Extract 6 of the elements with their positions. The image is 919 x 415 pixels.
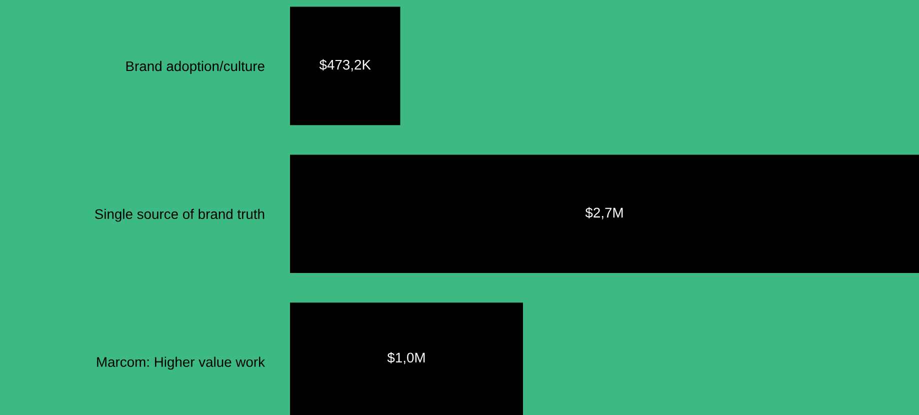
data-label: $2,7M: [585, 207, 623, 220]
data-label: $473,2K: [319, 59, 371, 72]
y-tick-label: Brand adoption/culture: [126, 60, 264, 74]
y-tick-label: Single source of brand truth: [95, 208, 264, 222]
data-label: $1,0M: [387, 352, 425, 364]
y-tick-label: Marcom: Higher value work: [97, 356, 266, 370]
